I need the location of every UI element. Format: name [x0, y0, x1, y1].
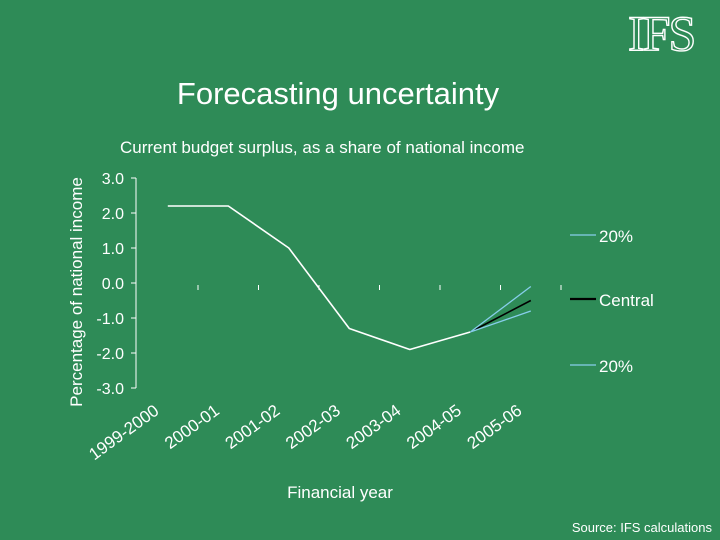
series-line-central [469, 299, 532, 333]
y-tick-label: 0.0 [102, 276, 124, 293]
y-tick-label: -2.0 [96, 346, 124, 363]
x-tick-label: 2003-04 [343, 401, 405, 453]
x-axis-label: Financial year [287, 483, 393, 502]
source-note: Source: IFS calculations [571, 520, 712, 535]
series-line-20-lower [470, 310, 532, 333]
y-tick-group: 3.0 2.0 1.0 0.0 -1.0 -2.0 -3.0 [96, 171, 136, 398]
y-tick-label: 2.0 [102, 206, 124, 223]
legend-label: 20% [599, 357, 633, 376]
x-tick-labels: 1999-20002000-012001-022002-032003-04200… [85, 401, 525, 464]
chart-subtitle: Current budget surplus, as a share of na… [120, 138, 525, 157]
y-axis-label: Percentage of national income [67, 177, 86, 407]
x-tick-label: 2004-05 [403, 401, 465, 453]
legend-label: 20% [599, 227, 633, 246]
y-tick-label: -1.0 [96, 311, 124, 328]
y-tick-label: -3.0 [96, 381, 124, 398]
x-tick-label: 2000-01 [161, 401, 223, 453]
legend: 20% Central 20% [570, 227, 654, 376]
x-tick-label: 2001-02 [222, 401, 284, 453]
series-line-outturn [167, 205, 471, 351]
ifs-logo: IFS [627, 5, 697, 61]
chart-title: Forecasting uncertainty [176, 76, 500, 111]
x-tick-label: 2002-03 [282, 401, 344, 453]
series-line-20-upper [469, 285, 532, 333]
x-tick-label: 1999-2000 [85, 401, 162, 464]
series-group [167, 205, 532, 351]
y-tick-label: 1.0 [102, 241, 124, 258]
legend-label: Central [599, 291, 654, 310]
x-tick-group [197, 285, 562, 290]
y-tick-label: 3.0 [102, 171, 124, 188]
x-tick-label: 2005-06 [464, 401, 526, 453]
